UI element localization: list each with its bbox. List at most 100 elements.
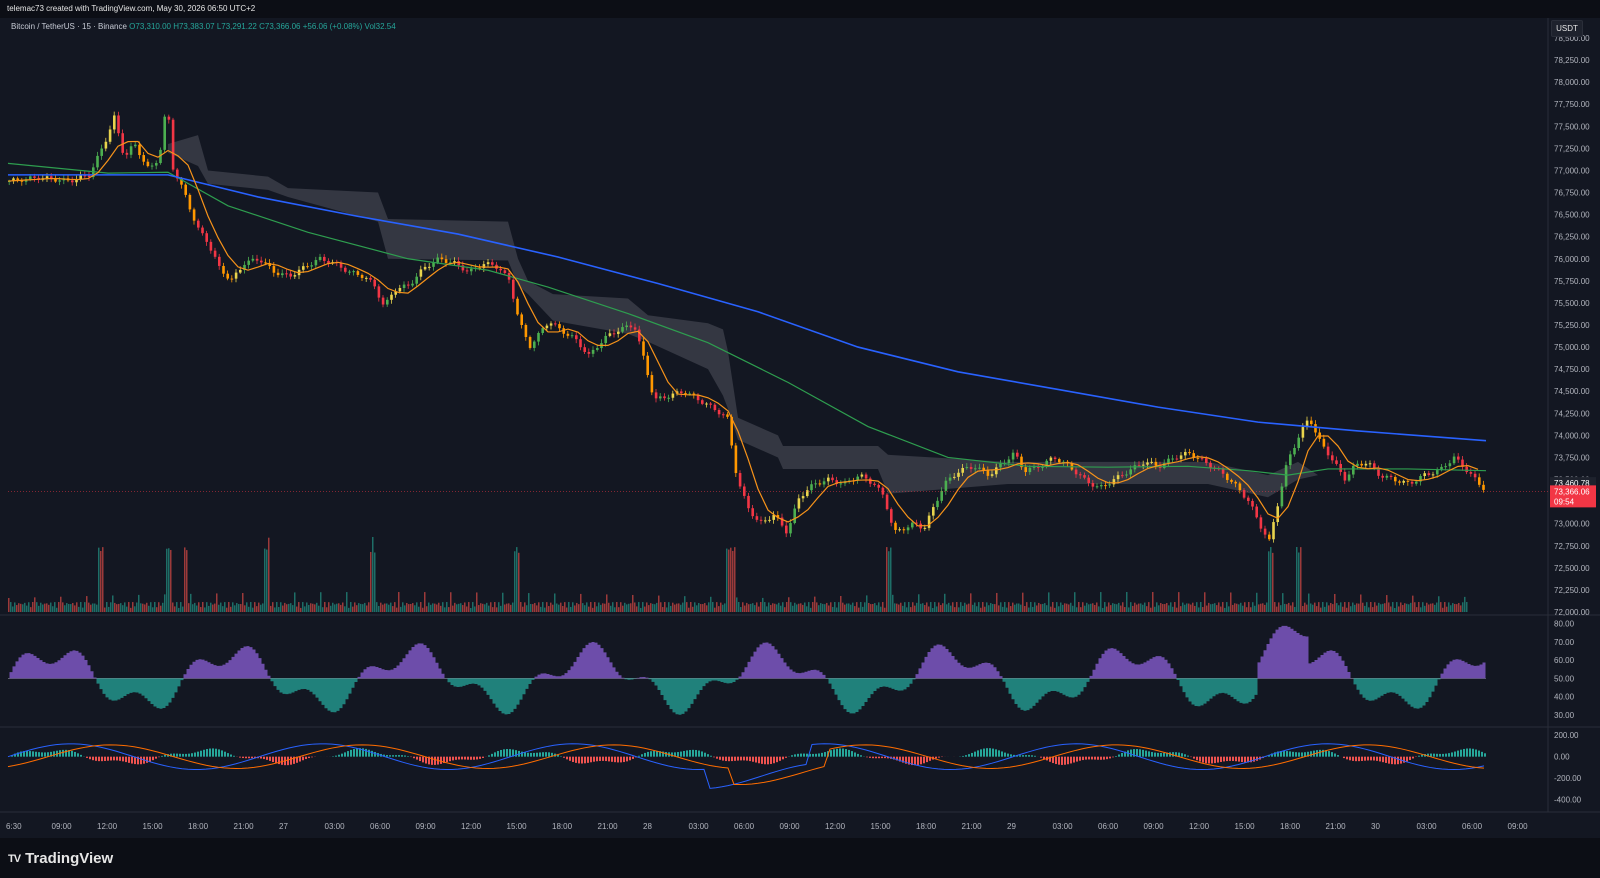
macd-hist-bar [1469, 748, 1471, 757]
volume-bar [1110, 605, 1112, 612]
volume-bar [764, 602, 766, 612]
macd-hist-bar [1367, 756, 1369, 761]
chart-area[interactable]: 78,500.00 78,250.00 78,000.00 77,750.00 77,5… [0, 18, 1600, 838]
volume-bar [1060, 602, 1062, 612]
candle-body [869, 478, 872, 484]
macd-hist-bar [1235, 756, 1237, 762]
price-tick-label: 73,000.00 [1554, 520, 1590, 529]
volume-bar [830, 602, 832, 612]
candle-body [948, 477, 952, 481]
volume-bar [520, 602, 522, 612]
macd-hist-bar [1244, 756, 1246, 763]
candle-body [381, 297, 385, 305]
volume-bar [758, 606, 760, 612]
volume-bar [618, 607, 620, 612]
candle-body [470, 268, 473, 272]
macd-hist-bar [1481, 751, 1483, 757]
rsi-tick-label: 50.00 [1554, 674, 1575, 683]
volume-bar [192, 604, 194, 612]
macd-hist-bar [179, 753, 181, 757]
volume-bar [1406, 603, 1408, 612]
volume-bar [1354, 604, 1356, 612]
volume-bar [46, 603, 48, 612]
cloud-band [168, 135, 1318, 498]
volume-bar [626, 604, 628, 612]
candle-body [159, 149, 162, 164]
tradingview-brand[interactable]: TV TradingView [8, 850, 113, 867]
macd-hist-bar [1136, 749, 1138, 757]
volume-bar [938, 602, 940, 612]
candle-body [386, 299, 389, 305]
volume-bar [464, 602, 466, 612]
candle-body [789, 523, 792, 534]
volume-bar [1174, 602, 1176, 612]
volume-bar [184, 547, 186, 612]
volume-bar [800, 603, 802, 612]
volume-bar [1158, 605, 1160, 612]
candle-body [58, 180, 61, 182]
volume-bar [488, 605, 490, 612]
candle-body [247, 260, 250, 265]
volume-bar [742, 602, 744, 612]
macd-hist-bar [920, 756, 922, 765]
volume-bar [404, 605, 406, 612]
volume-bar [1012, 602, 1014, 612]
candle-body [604, 335, 607, 344]
volume-bar [1022, 592, 1024, 612]
volume-bar [1160, 603, 1162, 612]
candle-body [272, 266, 276, 273]
candle-body [1473, 473, 1477, 478]
candle-body [827, 477, 830, 482]
time-tick-label: 21:00 [1326, 822, 1347, 831]
macd-hist-bar [671, 752, 673, 757]
macd-hist-bar [509, 749, 511, 757]
macd-hist-bar [1106, 756, 1108, 760]
volume-bar [582, 603, 584, 612]
macd-hist-bar [884, 756, 886, 759]
volume-bar [498, 602, 500, 612]
candle-body [885, 494, 889, 510]
candle-body [457, 261, 460, 266]
volume-bar [322, 607, 324, 612]
volume-bar [1052, 602, 1054, 612]
volume-bar [1044, 603, 1046, 612]
macd-hist-bar [140, 756, 142, 765]
currency-unit-badge[interactable]: USDT [1551, 20, 1583, 37]
chart-svg[interactable]: 78,500.0078,250.0078,000.0077,750.0077,5… [0, 18, 1600, 838]
macd-hist-bar [182, 753, 184, 757]
macd-hist-bar [1406, 756, 1408, 762]
volume-bar [540, 606, 542, 612]
macd-hist-bar [1370, 756, 1372, 761]
volume-bar [722, 604, 724, 612]
volume-bar [1256, 592, 1258, 612]
volume-bar [1140, 603, 1142, 612]
volume-bar [1222, 602, 1224, 612]
macd-hist-bar [407, 756, 409, 757]
volume-bar [552, 604, 554, 612]
macd-hist-bar [1214, 756, 1216, 764]
volume-bar [1422, 602, 1424, 612]
candle-body [281, 273, 284, 276]
volume-bar [406, 602, 408, 612]
candle-body [192, 209, 196, 221]
macd-hist-bar [392, 755, 394, 757]
volume-bar [390, 602, 392, 612]
candle-body [1221, 468, 1225, 474]
volume-bar [188, 603, 190, 612]
candle-body [705, 403, 708, 405]
macd-hist-bar [1328, 751, 1330, 757]
volume-bar [148, 605, 150, 612]
price-tick-label: 76,250.00 [1554, 233, 1590, 242]
volume-bar [790, 602, 792, 612]
volume-bar [652, 603, 654, 612]
candle-body [1448, 463, 1452, 467]
candle-body [461, 265, 465, 271]
volume-bar [166, 548, 168, 612]
macd-hist-bar [557, 754, 559, 757]
volume-bar [1242, 605, 1244, 612]
candle-body [575, 335, 578, 340]
time-tick-label: 15:00 [507, 822, 528, 831]
candle-body [1461, 459, 1464, 467]
macd-hist-bar [197, 751, 199, 757]
volume-bar [868, 602, 870, 612]
